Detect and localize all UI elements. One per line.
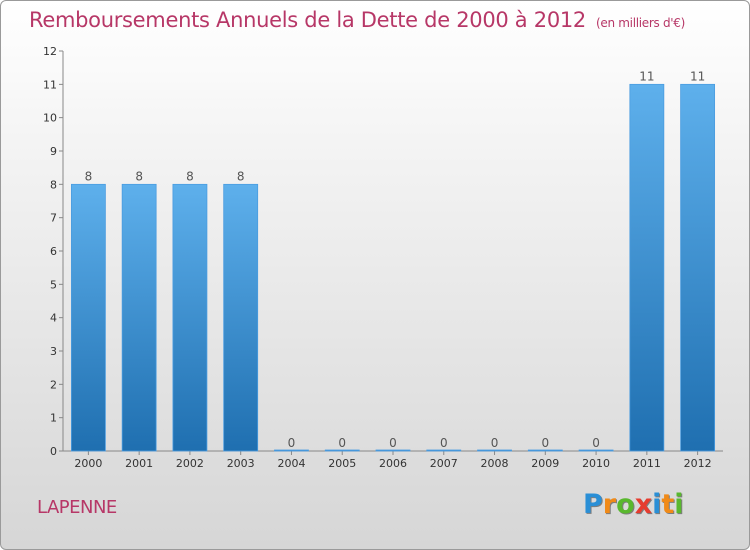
data-label-2012: 11: [690, 69, 705, 83]
y-tick-label: 12: [43, 45, 57, 58]
data-label-2007: 0: [440, 436, 448, 450]
data-label-2006: 0: [389, 436, 397, 450]
y-tick-label: 7: [50, 212, 57, 225]
y-tick-label: 4: [50, 312, 57, 325]
x-tick-label-2002: 2002: [176, 457, 204, 470]
logo-letter: i: [674, 489, 684, 520]
logo-letter: i: [652, 489, 662, 520]
bar-2009: [527, 449, 563, 452]
bar-2001: [121, 183, 157, 452]
chart-subtitle: (en milliers d'€): [596, 16, 686, 30]
bar-2010: [578, 449, 614, 452]
y-tick-label: 8: [50, 178, 57, 191]
bar-2003: [223, 183, 259, 452]
logo-letter: P: [583, 489, 603, 520]
y-tick-label: 0: [50, 445, 57, 458]
bar-2006: [375, 449, 411, 452]
chart-title: Remboursements Annuels de la Dette de 20…: [29, 8, 685, 32]
x-tick-label-2009: 2009: [531, 457, 559, 470]
bar-2000: [70, 183, 106, 452]
y-tick-label: 11: [43, 78, 57, 91]
bar-2007: [426, 449, 462, 452]
data-label-2011: 11: [639, 69, 654, 83]
data-label-2004: 0: [288, 436, 296, 450]
x-tick-label-2008: 2008: [481, 457, 509, 470]
bar-2005: [324, 449, 360, 452]
logo-letter: o: [616, 489, 635, 520]
x-tick-label-2006: 2006: [379, 457, 407, 470]
proxiti-logo: Proxiti: [583, 489, 693, 525]
place-name: LAPENNE: [37, 497, 117, 518]
data-label-2005: 0: [338, 436, 346, 450]
data-label-2008: 0: [491, 436, 499, 450]
x-tick-label-2010: 2010: [582, 457, 610, 470]
y-tick-label: 9: [50, 145, 57, 158]
bars: [70, 83, 716, 452]
title-text: Remboursements Annuels de la Dette de 20…: [29, 8, 586, 32]
x-tick-label-2000: 2000: [74, 457, 102, 470]
bar-2004: [274, 449, 309, 452]
y-tick-label: 1: [50, 412, 57, 425]
logo-letter: x: [634, 489, 653, 520]
bar-2011: [629, 83, 665, 452]
x-tick-label-2012: 2012: [684, 457, 712, 470]
bar-2012: [680, 83, 716, 452]
x-tick-label-2005: 2005: [328, 457, 356, 470]
x-tick-label-2011: 2011: [633, 457, 661, 470]
data-labels: 8 8 8 8 0 0 0 0 0 0 0 11 11: [85, 69, 706, 450]
data-label-2002: 8: [186, 169, 194, 183]
y-tick-label: 2: [50, 378, 57, 391]
bar-2002: [172, 183, 208, 452]
logo-letter: r: [602, 489, 617, 520]
y-tick-label: 3: [50, 345, 57, 358]
data-label-2003: 8: [237, 169, 245, 183]
bar-2008: [477, 449, 512, 452]
x-tick-label-2004: 2004: [277, 457, 305, 470]
data-label-2010: 0: [592, 436, 600, 450]
data-label-2000: 8: [85, 169, 93, 183]
x-tick-label-2001: 2001: [125, 457, 153, 470]
data-label-2009: 0: [541, 436, 549, 450]
data-label-2001: 8: [135, 169, 143, 183]
logo-letter: t: [661, 489, 675, 520]
x-tick-label-2003: 2003: [227, 457, 255, 470]
x-tick-label-2007: 2007: [430, 457, 458, 470]
y-tick-label: 10: [43, 112, 57, 125]
y-tick-label: 5: [50, 278, 57, 291]
y-tick-label: 6: [50, 245, 57, 258]
